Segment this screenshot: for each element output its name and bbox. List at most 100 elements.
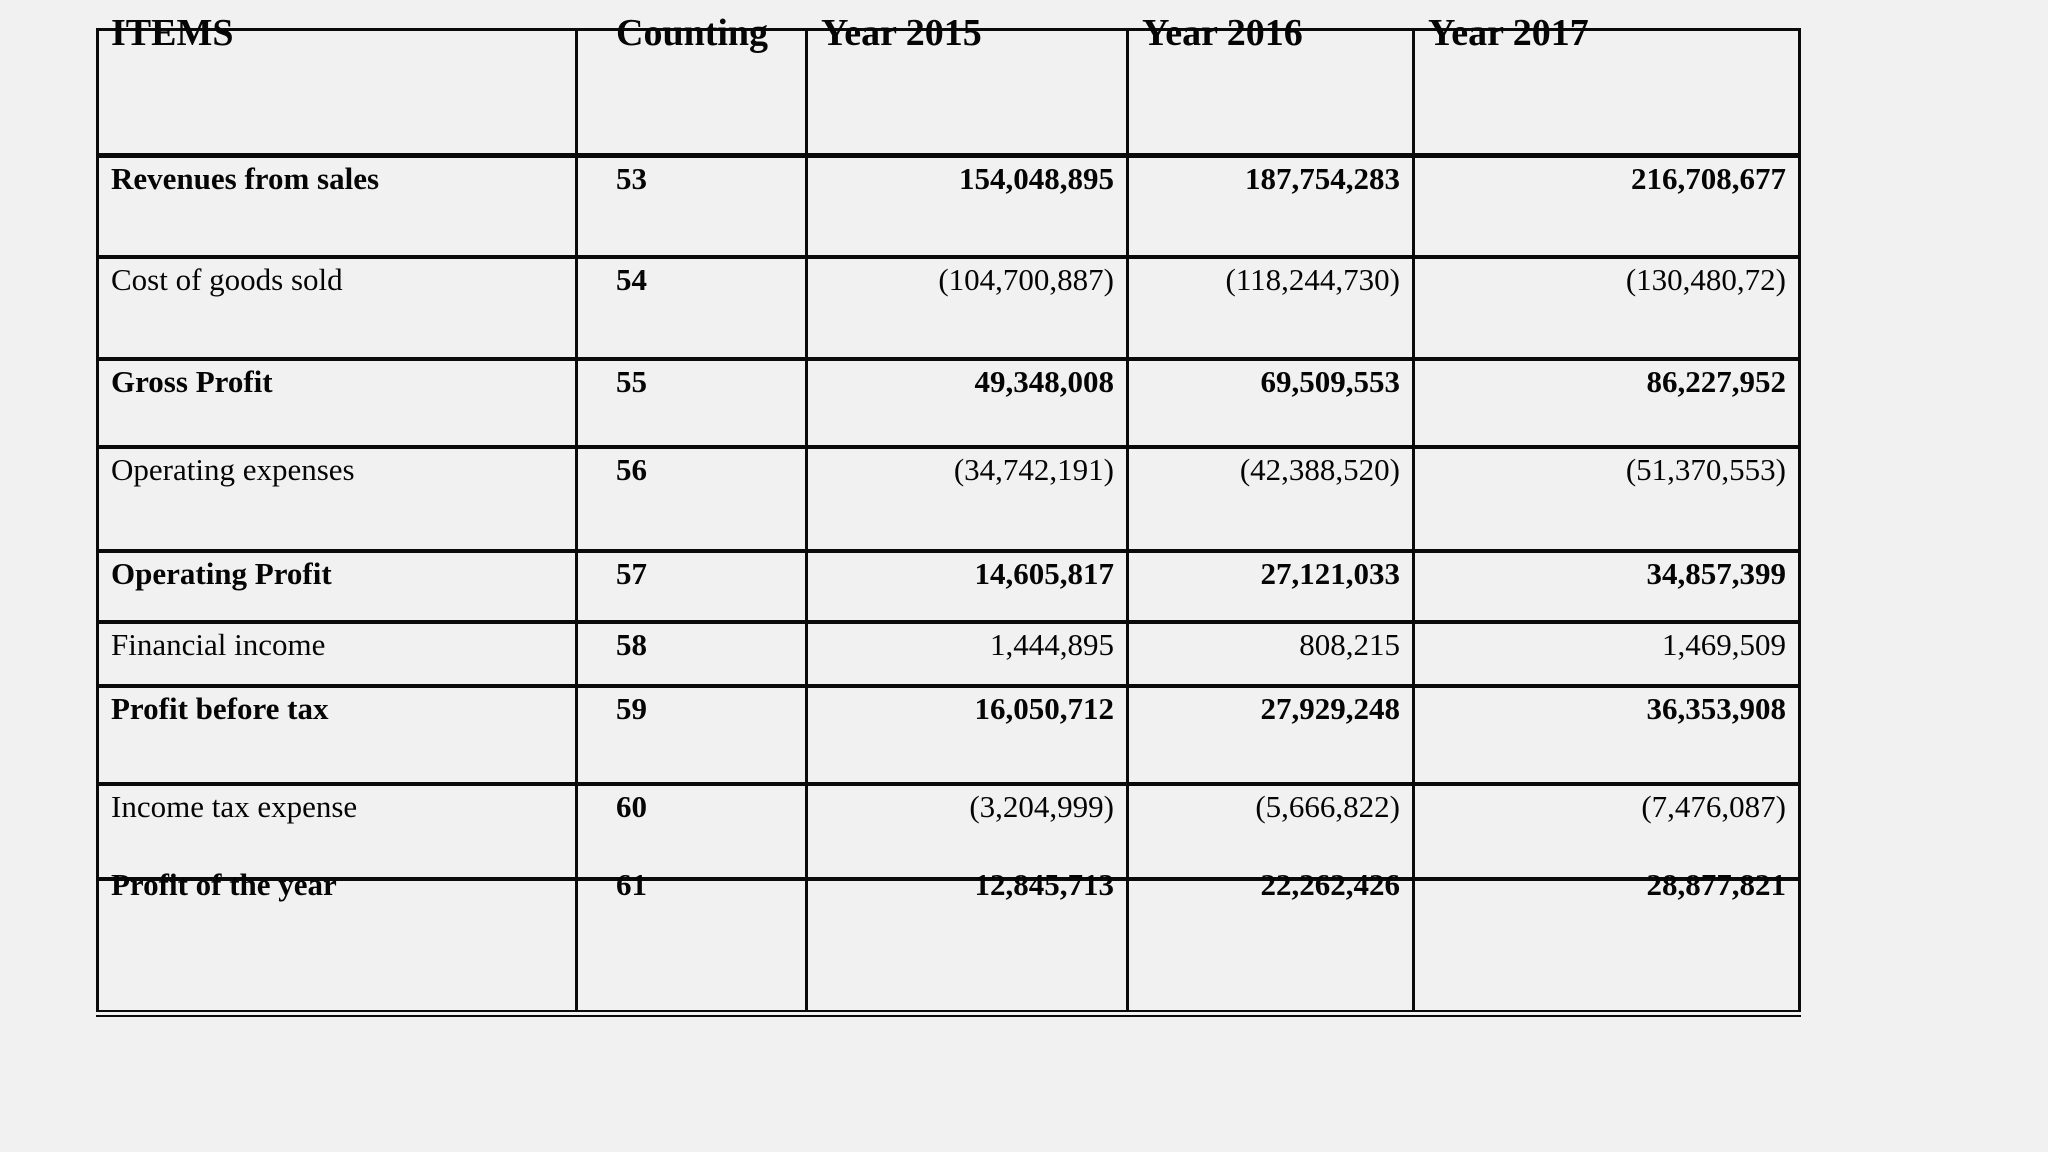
table-row: Profit before tax 59 16,050,712 27,929,248 3…	[96, 683, 1801, 786]
cell-year-2015: 12,845,713	[805, 867, 1129, 1017]
cell-item-text: Operating expenses	[111, 451, 355, 487]
cell-item: Operating Profit	[96, 548, 578, 624]
cell-year-2017: (7,476,087)	[1412, 781, 1801, 881]
table-row: Operating expenses 56 (34,742,191) (42,388,…	[96, 444, 1801, 553]
cell-item-text: Income tax expense	[111, 788, 358, 824]
cell-year-2015-text: 12,845,713	[974, 866, 1115, 902]
cell-year-2016: (42,388,520)	[1126, 444, 1415, 553]
cell-year-2017: 34,857,399	[1412, 548, 1801, 624]
cell-year-2015-text: 14,605,817	[974, 555, 1115, 591]
cell-year-2015-text: 1,444,895	[990, 626, 1114, 662]
cell-year-2017: 28,877,821	[1412, 867, 1801, 1017]
cell-year-2016: 808,215	[1126, 619, 1415, 688]
cell-item: Revenues from sales	[96, 153, 578, 259]
cell-year-2016-text: 187,754,283	[1245, 161, 1400, 196]
cell-year-2015-text: 16,050,712	[974, 690, 1115, 726]
col-header-items: ITEMS	[96, 12, 578, 158]
cell-year-2017-text: (51,370,553)	[1625, 451, 1786, 487]
cell-counting-text: 55	[616, 363, 647, 399]
cell-year-2017-text: 28,877,821	[1646, 866, 1787, 902]
cell-item: Profit of the year	[96, 867, 578, 1017]
cell-year-2017-text: 1,469,509	[1662, 626, 1786, 662]
cell-counting-text: 56	[616, 451, 647, 487]
cell-year-2016-text: (118,244,730)	[1225, 261, 1401, 297]
table-row: Gross Profit 55 49,348,008 69,509,553 86,227…	[96, 356, 1801, 449]
cell-year-2017: 36,353,908	[1412, 683, 1801, 786]
cell-counting: 57	[575, 548, 808, 624]
table-row: Operating Profit 57 14,605,817 27,121,033 34…	[96, 548, 1801, 624]
cell-item: Operating expenses	[96, 444, 578, 553]
cell-year-2015: 154,048,895	[805, 153, 1129, 259]
cell-year-2017: 1,469,509	[1412, 619, 1801, 688]
col-header-year-2016: Year 2016	[1126, 12, 1415, 158]
cell-counting-text: 58	[616, 626, 647, 662]
cell-item-text: Revenues from sales	[111, 161, 380, 196]
cell-counting: 54	[575, 254, 808, 361]
table-row: Income tax expense 60 (3,204,999) (5,666,82…	[96, 781, 1801, 881]
cell-year-2015: 14,605,817	[805, 548, 1129, 624]
cell-year-2017: (51,370,553)	[1412, 444, 1801, 553]
cell-year-2015-text: (3,204,999)	[969, 788, 1114, 824]
cell-counting-text: 53	[616, 161, 647, 196]
cell-year-2016-text: 22,262,426	[1260, 866, 1401, 902]
cell-year-2017-text: (130,480,72)	[1625, 261, 1786, 297]
table-row: Cost of goods sold 54 (104,700,887) (118,24…	[96, 254, 1801, 361]
cell-year-2015-text: (104,700,887)	[938, 261, 1114, 297]
cell-year-2015: 1,444,895	[805, 619, 1129, 688]
cell-year-2016: 69,509,553	[1126, 356, 1415, 449]
cell-year-2016-text: 69,509,553	[1260, 363, 1401, 399]
col-header-counting: Counting	[575, 12, 808, 158]
table-row: Revenues from sales 53 154,048,895 187,754,…	[96, 153, 1801, 259]
cell-item-text: Operating Profit	[111, 555, 332, 591]
col-header-year-2016-label: Year 2016	[1142, 12, 1303, 54]
cell-year-2016-text: (5,666,822)	[1255, 788, 1400, 824]
cell-counting-text: 60	[616, 788, 647, 824]
cell-year-2015-text: 49,348,008	[974, 363, 1115, 399]
col-header-year-2017: Year 2017	[1412, 12, 1801, 158]
cell-counting-text: 57	[616, 555, 647, 591]
cell-item-text: Gross Profit	[111, 363, 273, 399]
cell-counting-text: 54	[616, 261, 647, 297]
cell-year-2016-text: 808,215	[1299, 626, 1400, 662]
cell-year-2017-text: 86,227,952	[1646, 363, 1787, 399]
cell-year-2017-text: 216,708,677	[1631, 161, 1786, 196]
cell-item: Gross Profit	[96, 356, 578, 449]
cell-year-2016: (118,244,730)	[1126, 254, 1415, 361]
cell-year-2017: (130,480,72)	[1412, 254, 1801, 361]
table-row: Financial income 58 1,444,895 808,215 1,469,…	[96, 619, 1801, 688]
cell-counting: 59	[575, 683, 808, 786]
cell-year-2016: 27,121,033	[1126, 548, 1415, 624]
cell-item-text: Profit before tax	[111, 690, 329, 726]
cell-year-2017-text: 34,857,399	[1646, 555, 1787, 591]
table-body: Revenues from sales 53 154,048,895 187,754,…	[96, 153, 1801, 1017]
cell-counting: 55	[575, 356, 808, 449]
cell-year-2017: 86,227,952	[1412, 356, 1801, 449]
cell-counting-text: 61	[616, 866, 647, 902]
header-row: ITEMS Counting Year 2015 Year 2016 Year …	[96, 12, 1801, 158]
income-statement-table: ITEMS Counting Year 2015 Year 2016 Year …	[96, 12, 1801, 1017]
cell-item: Profit before tax	[96, 683, 578, 786]
cell-year-2017: 216,708,677	[1412, 153, 1801, 259]
cell-counting: 61	[575, 867, 808, 1017]
cell-year-2017-text: (7,476,087)	[1641, 788, 1786, 824]
cell-item: Cost of goods sold	[96, 254, 578, 361]
col-header-year-2015-label: Year 2015	[821, 12, 982, 54]
cell-year-2017-text: 36,353,908	[1646, 690, 1787, 726]
cell-year-2016: 22,262,426	[1126, 867, 1415, 1017]
cell-year-2015: 49,348,008	[805, 356, 1129, 449]
cell-item-text: Cost of goods sold	[111, 261, 343, 297]
col-header-items-label: ITEMS	[111, 12, 234, 54]
cell-year-2015: (104,700,887)	[805, 254, 1129, 361]
col-header-counting-label: Counting	[616, 12, 769, 54]
cell-item: Income tax expense	[96, 781, 578, 881]
cell-year-2016: 27,929,248	[1126, 683, 1415, 786]
cell-counting-text: 59	[616, 690, 647, 726]
cell-year-2015-text: 154,048,895	[959, 161, 1114, 196]
cell-year-2016-text: (42,388,520)	[1239, 451, 1400, 487]
cell-counting: 60	[575, 781, 808, 881]
cell-counting: 56	[575, 444, 808, 553]
cell-item-text: Financial income	[111, 626, 326, 662]
cell-year-2015: (3,204,999)	[805, 781, 1129, 881]
col-header-year-2017-label: Year 2017	[1428, 12, 1589, 54]
